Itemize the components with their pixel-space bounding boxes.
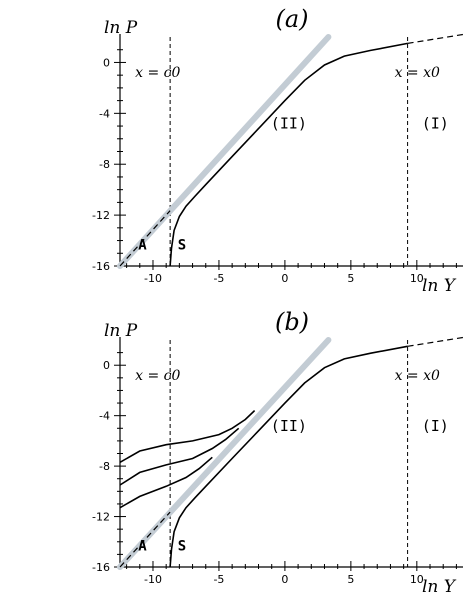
x-tick-label: -10 [144,272,162,285]
y-tick-label: -4 [99,410,110,423]
x-tick-label: -5 [213,272,224,285]
vline-label-c0: x = c0 [135,65,180,81]
chart-title: (a) [275,5,308,33]
y-tick-label: -8 [99,460,110,473]
x-tick-label: 10 [410,573,424,586]
series-line-black-solid [119,410,256,463]
x-tick-label: 0 [281,573,288,586]
vline-label-x0: x = x0 [395,368,440,384]
y-axis-label: ln P [104,321,138,341]
region-label-II: (II) [271,115,307,133]
y-tick-label: -16 [92,260,110,273]
x-axis-label: ln Y [422,276,457,296]
chart-title: (b) [275,308,309,336]
series-line-black-dashed [119,210,171,267]
x-tick-label: -5 [213,573,224,586]
y-tick-label: 0 [103,56,110,69]
region-label-I: (I) [422,115,449,133]
region-label-II: (II) [271,417,307,435]
region-label-S: S [178,237,186,253]
x-tick-label: 5 [347,272,354,285]
series-line-black-dashed [407,336,464,347]
x-axis-label: ln Y [422,577,457,597]
series-line-black-solid [119,456,213,509]
y-tick-label: -4 [99,107,110,120]
panel-b: (b) ln P ln Y 0 -4 -8 -12 -16 -10 -5 0 5 10 x = c0 x =… [92,308,464,597]
series-line-black-solid [169,42,408,267]
series-line-black-dashed [407,33,464,44]
vline-label-x0: x = x0 [395,65,440,81]
y-tick-label: -16 [92,561,110,574]
y-tick-label: -12 [92,511,110,524]
region-label-I: (I) [422,417,449,435]
vline-label-c0: x = c0 [135,368,180,384]
y-tick-label: 0 [103,359,110,372]
panel-a: (a) ln P ln Y 0 -4 -8 -12 -16 -10 -5 0 5 10 x = c0 x =… [92,5,464,296]
x-tick-label: 0 [281,272,288,285]
series-line-black-dashed [119,511,171,568]
y-tick-label: -12 [92,209,110,222]
series-line-black-solid [169,345,408,568]
x-tick-label: 5 [347,573,354,586]
series-line-black-solid [119,427,240,486]
region-label-A: A [138,539,147,555]
y-tick-label: -8 [99,158,110,171]
y-axis-label: ln P [104,18,138,38]
x-tick-label: -10 [144,573,162,586]
region-label-A: A [138,237,147,253]
x-tick-label: 10 [410,272,424,285]
region-label-S: S [178,539,186,555]
